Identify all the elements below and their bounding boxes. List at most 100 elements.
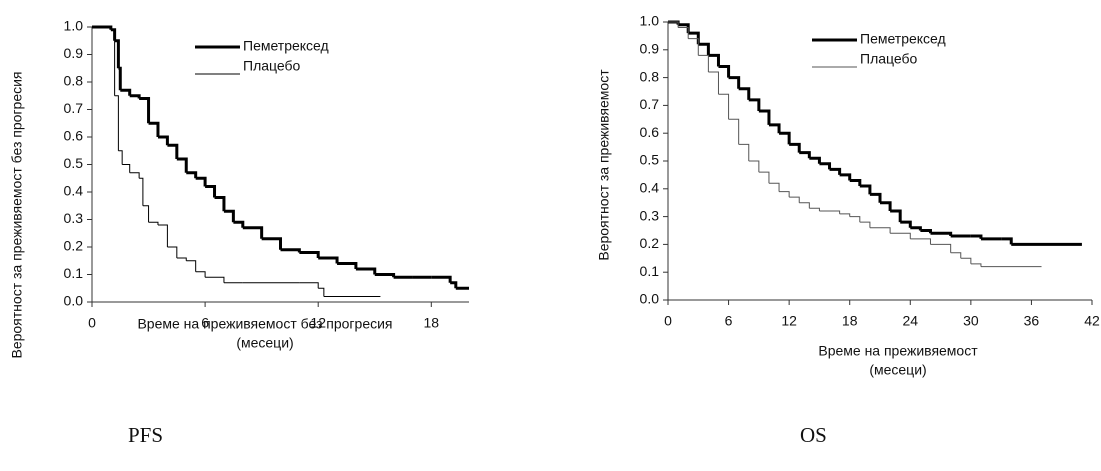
- legend-label: Плацебо: [860, 51, 918, 67]
- km-step: [122, 164, 131, 173]
- km-step: [176, 157, 188, 173]
- y-tick-label: 0.3: [64, 210, 84, 226]
- km-step: [869, 192, 882, 203]
- km-step: [768, 123, 781, 134]
- km-step: [829, 167, 842, 175]
- km-step: [809, 207, 820, 212]
- km-step: [900, 220, 912, 228]
- km-step: [930, 243, 952, 253]
- km-step: [849, 216, 861, 223]
- y-tick-label: 0.2: [64, 238, 84, 254]
- km-step: [148, 221, 159, 225]
- km-step: [708, 53, 720, 67]
- y-tick-label: 0.8: [64, 73, 84, 89]
- x-tick-label: 30: [963, 313, 979, 329]
- caption: PFS: [128, 423, 163, 447]
- km-step: [819, 210, 841, 214]
- km-step: [214, 196, 226, 212]
- y-tick-label: 0.6: [640, 124, 660, 140]
- y-tick-label: 0.2: [640, 235, 660, 251]
- km-step: [318, 287, 325, 297]
- km-step: [114, 39, 120, 69]
- km-step: [195, 271, 206, 278]
- km-step: [910, 226, 922, 231]
- y-axis-label: Вероятност за преживяемост: [596, 69, 612, 261]
- km-step: [299, 251, 320, 258]
- km-step: [728, 76, 741, 89]
- x-axis-label: Време на преживяемост без прогресия: [137, 316, 392, 332]
- km-step: [318, 256, 339, 264]
- km-step: [698, 54, 709, 73]
- km-step: [431, 275, 452, 283]
- y-tick-label: 0.7: [640, 96, 660, 112]
- km-step: [688, 38, 699, 56]
- km-step: [242, 226, 264, 239]
- y-tick-label: 0.9: [64, 45, 84, 61]
- y-tick-label: 0.1: [640, 263, 660, 279]
- km-step: [890, 232, 911, 239]
- km-step: [738, 87, 751, 100]
- y-tick-label: 0.8: [640, 68, 660, 84]
- y-tick-label: 0.6: [64, 128, 84, 144]
- x-axis-label: Време на преживяемост: [818, 343, 978, 359]
- x-tick-label: 36: [1024, 313, 1040, 329]
- km-step: [678, 23, 690, 34]
- km-step: [839, 213, 851, 217]
- x-tick-label: 18: [842, 313, 858, 329]
- y-tick-label: 0.5: [64, 155, 84, 171]
- km-step: [768, 182, 780, 192]
- y-tick-label: 0.0: [640, 291, 660, 307]
- km-step: [880, 201, 892, 212]
- km-step: [839, 173, 852, 181]
- km-step: [120, 88, 132, 96]
- y-tick-label: 1.0: [640, 13, 660, 29]
- km-step: [960, 257, 972, 264]
- km-step: [859, 221, 871, 228]
- km-step: [118, 66, 122, 91]
- km-step: [129, 94, 141, 99]
- y-tick-label: 0.1: [64, 265, 84, 281]
- km-step: [809, 156, 821, 164]
- km-step: [167, 246, 178, 258]
- km-step: [337, 262, 358, 269]
- km-step: [186, 171, 198, 179]
- y-tick-label: 0.9: [640, 41, 660, 57]
- km-step: [374, 273, 396, 278]
- km-step: [779, 131, 791, 145]
- km-step: [869, 227, 891, 234]
- y-tick-label: 1.0: [64, 18, 84, 34]
- km-step: [748, 98, 761, 111]
- km-step: [758, 109, 771, 125]
- caption: OS: [800, 423, 827, 447]
- km-step: [920, 229, 932, 234]
- km-step: [728, 118, 740, 145]
- x-tick-label: 24: [902, 313, 918, 329]
- x-tick-label: 0: [88, 315, 96, 331]
- km-step: [186, 260, 197, 272]
- km-step: [233, 220, 245, 228]
- km-step: [698, 42, 710, 56]
- km-step: [261, 237, 282, 250]
- y-tick-label: 0.7: [64, 100, 84, 116]
- x-tick-label: 42: [1084, 313, 1100, 329]
- y-axis-label: Вероятност за преживяемост без прогресия: [9, 71, 25, 358]
- x-tick-label: 6: [201, 315, 209, 331]
- km-step: [799, 151, 811, 159]
- x-tick-label: 0: [664, 313, 672, 329]
- km-step: [789, 196, 800, 203]
- km-step: [139, 177, 144, 206]
- y-tick-label: 0.3: [640, 207, 660, 223]
- km-step: [668, 21, 679, 28]
- x-axis-label: (месеци): [236, 335, 293, 351]
- km-step: [970, 263, 982, 267]
- km-step: [167, 143, 179, 159]
- x-tick-label: 6: [725, 313, 733, 329]
- km-step: [950, 252, 962, 259]
- km-step: [157, 135, 169, 146]
- km-step: [205, 185, 217, 198]
- legend-label: Пеметрексед: [860, 31, 946, 47]
- km-step: [910, 238, 931, 245]
- km-step: [176, 257, 187, 261]
- km-step: [859, 184, 872, 195]
- km-step: [718, 64, 731, 78]
